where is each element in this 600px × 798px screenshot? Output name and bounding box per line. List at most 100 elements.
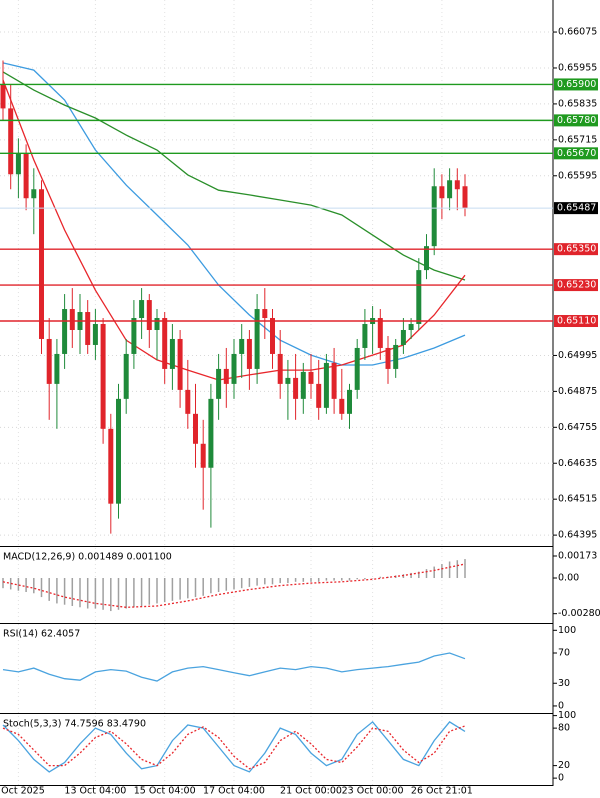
macd-bar — [171, 578, 174, 601]
level-label: 0.65780 — [557, 115, 596, 126]
level-label-box — [554, 114, 598, 127]
candle-body — [223, 368, 229, 384]
level-label: 0.65900 — [557, 79, 596, 90]
candle-body — [347, 389, 352, 414]
candle-body — [393, 344, 399, 369]
macd-bar — [2, 578, 4, 589]
macd-bar — [464, 559, 466, 579]
macd-bar — [233, 578, 235, 590]
macd-bar — [310, 578, 312, 582]
candle-body — [139, 300, 145, 319]
candle-body — [308, 371, 314, 384]
y-tick-label: 20 — [558, 760, 570, 771]
candle-body — [408, 324, 414, 330]
level-label-box — [554, 243, 598, 256]
macd-bar — [448, 561, 451, 579]
candle-body — [300, 371, 306, 399]
macd-bar — [17, 578, 20, 591]
candle-body — [377, 318, 383, 348]
y-tick-label: 100 — [558, 625, 576, 636]
indicator-line — [2, 71, 466, 281]
candle-body — [146, 300, 152, 330]
candle-body — [454, 180, 460, 190]
level-label-box — [554, 147, 598, 160]
macd-bar — [356, 578, 358, 580]
macd-bar — [425, 569, 428, 579]
macd-bar — [94, 578, 97, 609]
y-tick-label: 0.64395 — [558, 530, 597, 541]
macd-bar — [225, 578, 228, 591]
macd-bar — [156, 578, 158, 604]
candle-body — [216, 368, 222, 399]
level-label-box — [554, 279, 598, 292]
macd-bar — [256, 578, 258, 586]
level-label: 0.65230 — [557, 280, 596, 291]
y-tick-label: 0.64635 — [558, 458, 597, 469]
candle-body — [131, 318, 137, 354]
macd-bar — [379, 576, 382, 579]
level-label: 0.65110 — [557, 316, 596, 327]
macd-bar — [187, 578, 189, 599]
y-tick-label: 0.65595 — [558, 170, 597, 181]
y-tick-label: 100 — [558, 710, 576, 721]
candle-body — [108, 428, 114, 504]
macd-bar — [110, 578, 112, 612]
macd-bar — [248, 578, 251, 587]
macd-bar — [86, 578, 89, 609]
candle-body — [293, 377, 299, 399]
y-tick-label: 0.64875 — [558, 386, 597, 397]
macd-bar — [56, 578, 58, 604]
candle-body — [0, 84, 6, 109]
macd-bar — [79, 578, 81, 608]
candle-body — [8, 108, 14, 175]
y-tick-label: 0.64755 — [558, 422, 597, 433]
candle-body — [339, 398, 345, 414]
indicator-line — [2, 652, 466, 682]
candle-body — [69, 309, 75, 330]
macd-bar — [133, 578, 135, 608]
macd-bar — [302, 578, 305, 582]
candle-body — [439, 186, 445, 199]
candle-body — [277, 353, 283, 384]
candle-body — [424, 246, 429, 271]
candle-body — [185, 389, 191, 414]
candle-body — [123, 353, 129, 399]
macd-bar — [287, 578, 289, 584]
y-tick-label: 0.00173 — [558, 551, 597, 562]
y-tick-label: 0.00 — [558, 573, 579, 584]
y-tick-label: 0 — [558, 700, 564, 711]
y-tick-label: 0.65835 — [558, 98, 597, 109]
y-tick-label: -0.002805 — [558, 608, 600, 619]
y-tick-label: 0.64515 — [558, 494, 597, 505]
candle-body — [362, 324, 368, 348]
candle-body — [354, 347, 360, 390]
macd-bar — [102, 578, 104, 610]
candle-body — [254, 309, 260, 369]
macd-bar — [371, 578, 374, 579]
macd-bar — [348, 578, 351, 581]
candle-body — [416, 270, 422, 325]
candle-body — [169, 338, 175, 369]
candle-body — [39, 189, 44, 339]
macd-bar — [63, 578, 66, 605]
macd-bar — [271, 578, 274, 585]
macd-bar — [217, 578, 220, 592]
macd-bar — [279, 578, 281, 584]
y-tick-label: 30 — [558, 678, 570, 689]
macd-bar — [418, 571, 420, 579]
macd-bar — [117, 578, 120, 610]
x-tick-label: 26 Oct 21:01 — [411, 786, 473, 797]
x-tick-label: 15 Oct 04:00 — [134, 786, 196, 797]
macd-bar — [25, 578, 27, 592]
macd-bar — [9, 578, 12, 590]
candle-body — [15, 153, 21, 175]
candle-body — [462, 186, 468, 209]
x-tick-label: 9 Oct 2025 — [0, 786, 45, 797]
candle-body — [92, 324, 98, 345]
candle-body — [231, 353, 237, 384]
indicator-line — [2, 720, 466, 773]
candle-body — [100, 324, 106, 429]
level-label-box — [554, 78, 598, 91]
macd-bar — [364, 578, 366, 580]
level-label-box — [554, 315, 598, 328]
